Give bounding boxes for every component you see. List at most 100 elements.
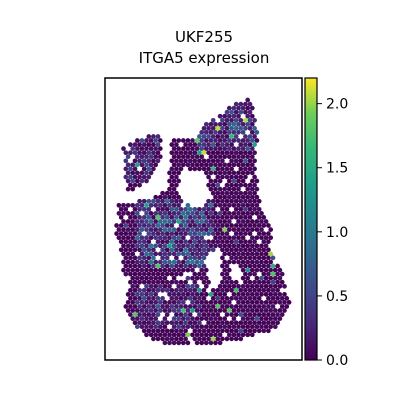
spot bbox=[132, 239, 138, 245]
spot bbox=[171, 259, 177, 265]
spot bbox=[213, 138, 218, 143]
spot bbox=[243, 231, 248, 236]
spot bbox=[185, 308, 191, 313]
colorbar-tick-label: 0.0 bbox=[326, 353, 348, 369]
spot bbox=[201, 142, 207, 147]
spot bbox=[192, 150, 198, 156]
spot bbox=[176, 324, 182, 330]
spot bbox=[220, 134, 225, 139]
spot bbox=[226, 162, 232, 168]
spot bbox=[197, 296, 202, 301]
spot bbox=[190, 292, 195, 297]
spot bbox=[130, 170, 136, 176]
spot bbox=[192, 166, 198, 172]
spot bbox=[210, 158, 216, 164]
spot bbox=[151, 304, 156, 309]
spot bbox=[167, 235, 172, 241]
spot bbox=[208, 292, 214, 297]
spot bbox=[220, 247, 225, 253]
spot bbox=[199, 259, 205, 265]
spot bbox=[268, 316, 274, 321]
spot bbox=[153, 194, 159, 200]
spot bbox=[160, 304, 165, 309]
spot bbox=[199, 267, 205, 273]
spot bbox=[261, 287, 267, 293]
spot bbox=[261, 279, 267, 285]
spot bbox=[118, 206, 124, 212]
spot bbox=[268, 251, 274, 257]
spot bbox=[222, 235, 228, 241]
spot bbox=[190, 154, 195, 160]
spot bbox=[169, 279, 175, 285]
spot bbox=[176, 235, 182, 241]
spot bbox=[176, 243, 182, 249]
spot bbox=[224, 247, 230, 253]
spot bbox=[215, 320, 221, 326]
spot bbox=[185, 146, 191, 151]
spot bbox=[176, 300, 182, 305]
spot bbox=[144, 138, 149, 143]
spot bbox=[249, 162, 255, 168]
spot bbox=[263, 235, 269, 241]
spot bbox=[210, 320, 216, 326]
spot bbox=[178, 247, 184, 253]
spot bbox=[197, 247, 202, 253]
spot bbox=[144, 251, 149, 257]
spot bbox=[220, 287, 225, 293]
spot bbox=[197, 142, 202, 147]
spot bbox=[151, 271, 156, 277]
spot bbox=[240, 275, 246, 281]
spot bbox=[224, 320, 230, 326]
spot bbox=[194, 316, 200, 321]
spot bbox=[245, 300, 251, 305]
spot bbox=[247, 271, 253, 277]
spot bbox=[167, 170, 172, 176]
spot bbox=[254, 316, 260, 321]
spot bbox=[254, 300, 260, 305]
spot bbox=[224, 271, 230, 277]
spot bbox=[171, 340, 177, 346]
spot bbox=[151, 247, 156, 253]
spot bbox=[203, 300, 209, 305]
spot bbox=[282, 300, 287, 305]
spot bbox=[187, 255, 193, 261]
spot bbox=[199, 146, 205, 151]
spot bbox=[199, 316, 205, 321]
spot bbox=[252, 328, 257, 334]
spot bbox=[233, 206, 239, 212]
spot bbox=[201, 279, 207, 285]
spot bbox=[231, 251, 237, 257]
spot bbox=[215, 126, 221, 131]
spot bbox=[130, 292, 136, 297]
spot bbox=[238, 117, 244, 123]
spot bbox=[197, 206, 202, 212]
spot bbox=[213, 194, 218, 200]
spot bbox=[233, 239, 239, 245]
spot bbox=[171, 154, 177, 160]
spot bbox=[206, 206, 211, 212]
spot bbox=[215, 296, 221, 301]
spot bbox=[137, 239, 142, 245]
spot bbox=[208, 170, 214, 176]
spot bbox=[130, 300, 136, 305]
spot bbox=[148, 138, 154, 143]
spot bbox=[139, 292, 145, 297]
spot bbox=[144, 202, 149, 208]
spot bbox=[249, 267, 255, 273]
spot bbox=[261, 312, 267, 317]
spot bbox=[153, 219, 159, 224]
spot bbox=[231, 113, 237, 119]
spot bbox=[203, 324, 209, 330]
spot bbox=[185, 283, 191, 289]
spot bbox=[139, 202, 145, 208]
spot bbox=[236, 178, 241, 184]
spot bbox=[201, 215, 207, 220]
spot bbox=[144, 316, 149, 321]
spot bbox=[206, 198, 211, 204]
spot bbox=[252, 296, 257, 301]
spot bbox=[213, 243, 218, 249]
spot bbox=[272, 267, 278, 273]
spot bbox=[222, 308, 228, 313]
spot bbox=[187, 215, 193, 220]
spot bbox=[146, 142, 152, 147]
